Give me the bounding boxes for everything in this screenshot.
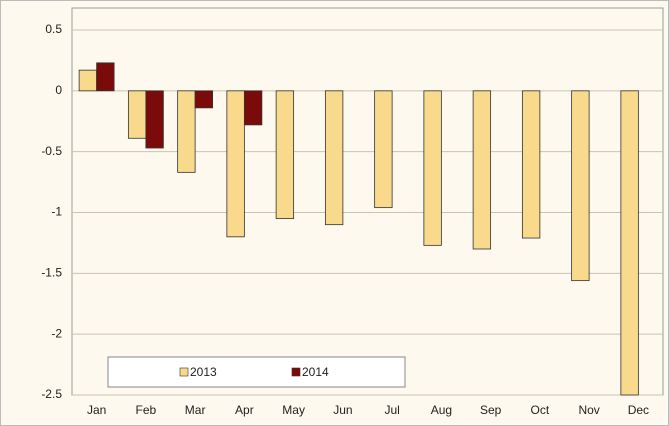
bar <box>324 90 344 226</box>
y-tick-label: -2 <box>51 326 62 340</box>
x-tick-label: Aug <box>431 403 452 417</box>
x-tick-label: Nov <box>578 403 599 417</box>
bar <box>127 90 147 139</box>
x-tick-label: Feb <box>136 403 157 417</box>
y-tick-label: -2.5 <box>41 387 62 401</box>
y-tick-label: -1 <box>51 205 62 219</box>
bar <box>194 90 214 109</box>
legend-box <box>107 356 406 388</box>
x-tick-label: Apr <box>235 403 254 417</box>
bar <box>177 90 196 173</box>
x-tick-label: May <box>282 403 305 417</box>
y-tick-label: 0.5 <box>45 22 62 36</box>
y-tick-label: 0 <box>55 83 62 97</box>
legend-swatch <box>291 367 301 377</box>
x-tick-label: Mar <box>185 403 206 417</box>
bar <box>145 90 164 149</box>
bar <box>472 90 492 250</box>
legend-label: 2014 <box>302 365 329 379</box>
bar <box>521 90 541 239</box>
x-tick-label: Jun <box>333 403 352 417</box>
bar <box>423 90 442 246</box>
bar <box>96 62 115 92</box>
x-tick-label: Oct <box>531 403 550 417</box>
bar <box>620 90 639 396</box>
bar <box>275 90 295 219</box>
bar <box>374 90 393 209</box>
y-tick-label: -1.5 <box>41 266 62 280</box>
plot-area <box>71 7 664 396</box>
bar <box>78 69 98 92</box>
x-tick-label: Dec <box>628 403 649 417</box>
x-tick-label: Jul <box>384 403 399 417</box>
legend-label: 2013 <box>190 365 217 379</box>
legend-swatch <box>179 367 189 377</box>
y-tick-label: -0.5 <box>41 144 62 158</box>
x-tick-label: Jan <box>87 403 106 417</box>
bar <box>226 90 245 238</box>
bar <box>243 90 263 126</box>
bar <box>571 90 590 282</box>
x-tick-label: Sep <box>480 403 502 417</box>
